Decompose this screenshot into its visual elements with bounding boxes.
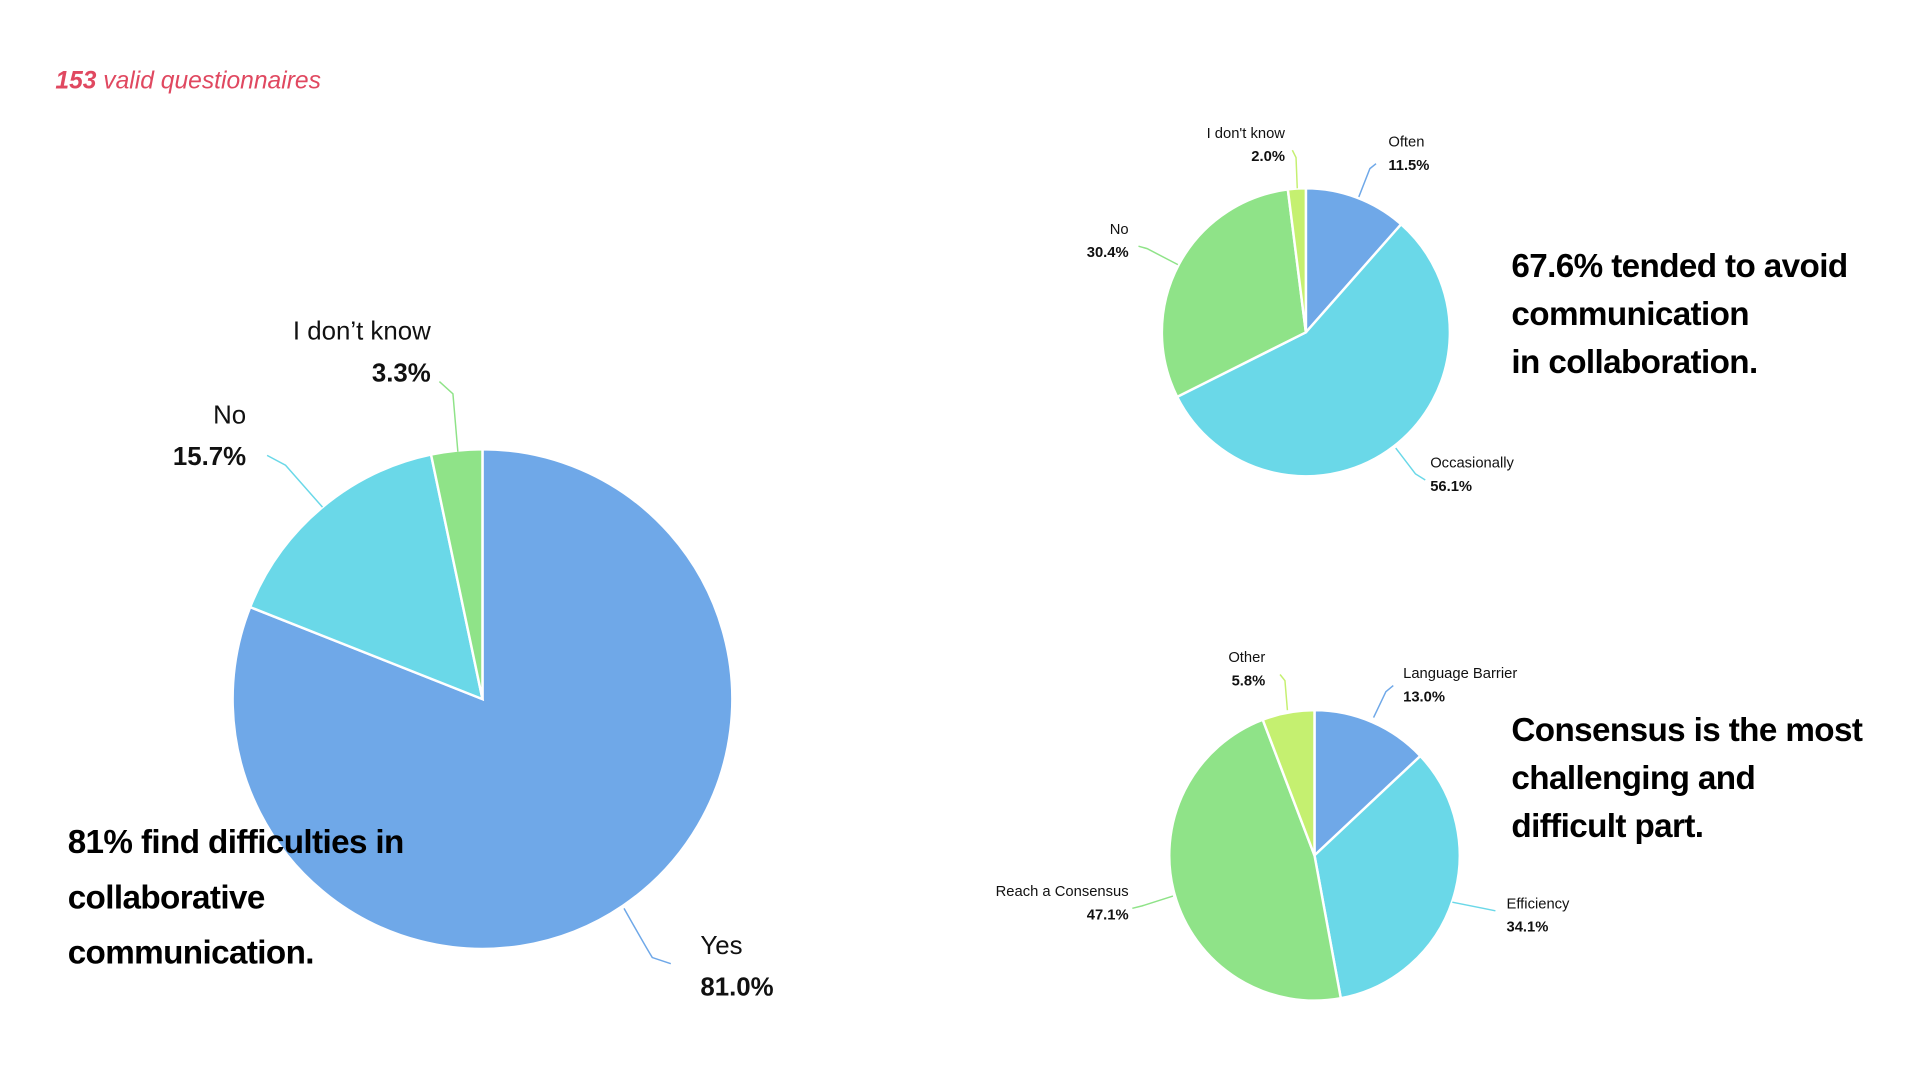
slice-label: Often — [1388, 132, 1425, 151]
label-yes: Yes 81.0% — [700, 926, 773, 1010]
leader-lines — [266, 149, 1496, 965]
headline-line: 81% find difficulties in — [67, 823, 405, 861]
label-no-2: No 30.4% — [1087, 218, 1129, 265]
leader-language — [1372, 684, 1394, 718]
slice-label: Efficiency — [1506, 894, 1570, 913]
headline-line: difficult part. — [1511, 807, 1704, 845]
pie-slice-no — [1160, 188, 1308, 399]
slice-value: 13.0% — [1403, 688, 1445, 706]
leader-occasionally — [1395, 447, 1426, 481]
headline-line: 67.6% tended to avoid — [1511, 247, 1848, 285]
headline-difficulties: 81% find difficulties in collaborative c… — [67, 818, 405, 977]
leader-yes — [623, 907, 672, 965]
headline-consensus: Consensus is the most challenging and di… — [1511, 706, 1862, 850]
leader-consensus — [1132, 895, 1174, 910]
pie-slice-reach-a-consensus — [1168, 718, 1343, 1002]
count-value: 153 — [55, 67, 97, 95]
slice-value: 34.1% — [1506, 918, 1549, 936]
headline-line: communication — [1511, 295, 1750, 333]
label-idk-2: I don't know 2.0% — [1207, 122, 1285, 169]
pie-slice-language-barrier — [1313, 708, 1423, 859]
slice-label: No — [213, 401, 247, 430]
label-efficiency: Efficiency 34.1% — [1506, 892, 1569, 939]
questionnaire-count: 153 valid questionnaires — [55, 68, 321, 96]
pie-slice-occasionally — [1175, 222, 1452, 478]
pie-slice-no — [248, 453, 485, 702]
leader-efficiency — [1452, 901, 1496, 912]
leader-no2 — [1138, 245, 1179, 266]
slice-label: Reach a Consensus — [995, 882, 1129, 900]
slice-label: I don't know — [1206, 124, 1285, 142]
pie-slice-often — [1304, 187, 1403, 336]
label-occasionally: Occasionally 56.1% — [1430, 452, 1514, 499]
slice-value: 81.0% — [700, 973, 774, 1002]
pie-slice-efficiency — [1313, 754, 1461, 1000]
slice-label: Other — [1228, 648, 1266, 666]
headline-line: challenging and — [1511, 759, 1756, 797]
slice-label: Occasionally — [1430, 454, 1514, 472]
label-no: No 15.7% — [173, 395, 246, 479]
pie-slice-i-don-t-know — [1286, 187, 1308, 333]
pie-chart-challenges — [1168, 708, 1461, 1002]
label-language-barrier: Language Barrier 13.0% — [1403, 662, 1517, 709]
pie-chart-avoid-communication — [1160, 187, 1452, 478]
headline-line: collaborative — [67, 878, 266, 916]
pie-slice-i-don-t-know — [429, 448, 484, 700]
slice-label: No — [1109, 220, 1129, 238]
leader-idk2 — [1291, 149, 1299, 189]
leader-no — [266, 454, 324, 508]
slice-value: 3.3% — [371, 359, 431, 388]
slice-value: 47.1% — [1086, 905, 1129, 924]
headline-line: communication. — [67, 934, 315, 972]
leader-often — [1358, 163, 1377, 198]
slice-label: I don’t know — [292, 317, 431, 346]
count-text: valid questionnaires — [103, 67, 321, 95]
slice-value: 56.1% — [1430, 477, 1473, 495]
label-consensus: Reach a Consensus 47.1% — [996, 880, 1129, 927]
headline-line: Consensus is the most — [1511, 711, 1863, 749]
label-often: Often 11.5% — [1388, 130, 1429, 177]
label-idk: I don’t know 3.3% — [293, 311, 431, 395]
pie-slice-other — [1261, 708, 1316, 856]
headline-avoid: 67.6% tended to avoid communication in c… — [1511, 242, 1848, 386]
slice-label: Yes — [700, 931, 743, 961]
slice-value: 11.5% — [1388, 156, 1430, 174]
headline-line: in collaboration. — [1511, 343, 1758, 381]
slice-label: Language Barrier — [1403, 664, 1518, 682]
leader-idk — [438, 381, 459, 452]
label-other: Other 5.8% — [1228, 646, 1265, 693]
slice-value: 2.0% — [1251, 147, 1285, 165]
slice-value: 30.4% — [1086, 243, 1129, 261]
slice-value: 5.8% — [1231, 672, 1266, 690]
slice-value: 15.7% — [172, 443, 247, 472]
pie-chart-difficulties — [231, 448, 734, 951]
leader-other — [1279, 674, 1289, 711]
